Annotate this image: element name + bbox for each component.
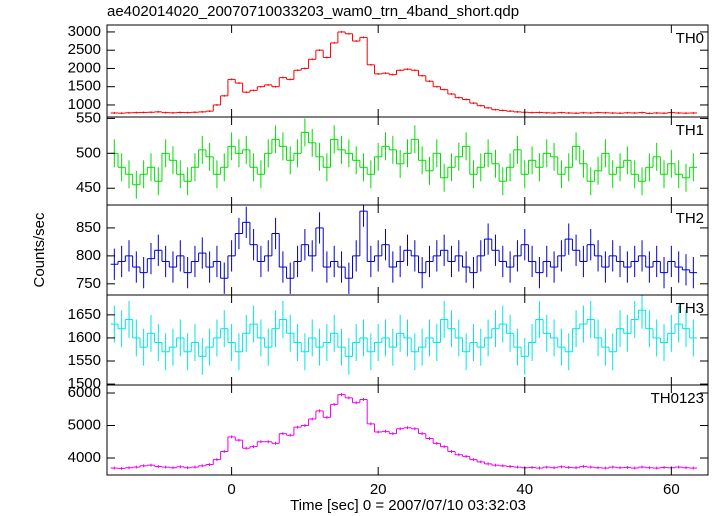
panel-2 <box>110 205 698 294</box>
y-tick-label: 2500 <box>68 41 101 58</box>
y-tick-label: 1600 <box>68 329 101 346</box>
y-tick-label: 3000 <box>68 23 101 40</box>
y-tick-label: 5000 <box>68 416 101 433</box>
x-tick-label: 40 <box>516 481 533 498</box>
panel-1 <box>110 118 698 199</box>
panel-3 <box>110 295 698 375</box>
x-tick-label: 20 <box>370 481 387 498</box>
legend-label: TH3 <box>676 300 704 317</box>
legend-label: TH2 <box>676 210 704 227</box>
y-axis-label: Counts/sec <box>31 212 48 288</box>
y-tick-label: 1550 <box>68 352 101 369</box>
panel-4 <box>110 393 698 470</box>
x-tick-label: 60 <box>663 481 680 498</box>
panel-frame <box>106 384 709 476</box>
y-tick-label: 1650 <box>68 306 101 323</box>
y-tick-label: 4000 <box>68 449 101 466</box>
y-tick-label: 500 <box>76 144 101 161</box>
panel-frame <box>106 24 709 118</box>
legend-label: TH1 <box>676 122 704 139</box>
y-tick-label: 450 <box>76 179 101 196</box>
legend-label: TH0123 <box>651 390 704 407</box>
y-tick-label: 800 <box>76 247 101 264</box>
chart-title: ae402014020_20070710033203_wam0_trn_4ban… <box>107 3 519 20</box>
y-tick-label: 2000 <box>68 59 101 76</box>
y-tick-label: 550 <box>76 109 101 126</box>
y-tick-label: 1500 <box>68 78 101 95</box>
y-tick-label: 850 <box>76 219 101 236</box>
panel-0 <box>110 31 698 115</box>
y-tick-label: 6000 <box>68 384 101 401</box>
y-tick-label: 1500 <box>68 375 101 392</box>
legend-label: TH0 <box>676 30 704 47</box>
x-tick-label: 0 <box>227 481 235 498</box>
x-axis-label: Time [sec] 0 = 2007/07/10 03:32:03 <box>290 497 526 514</box>
y-tick-label: 1000 <box>68 96 101 113</box>
y-tick-label: 750 <box>76 275 101 292</box>
